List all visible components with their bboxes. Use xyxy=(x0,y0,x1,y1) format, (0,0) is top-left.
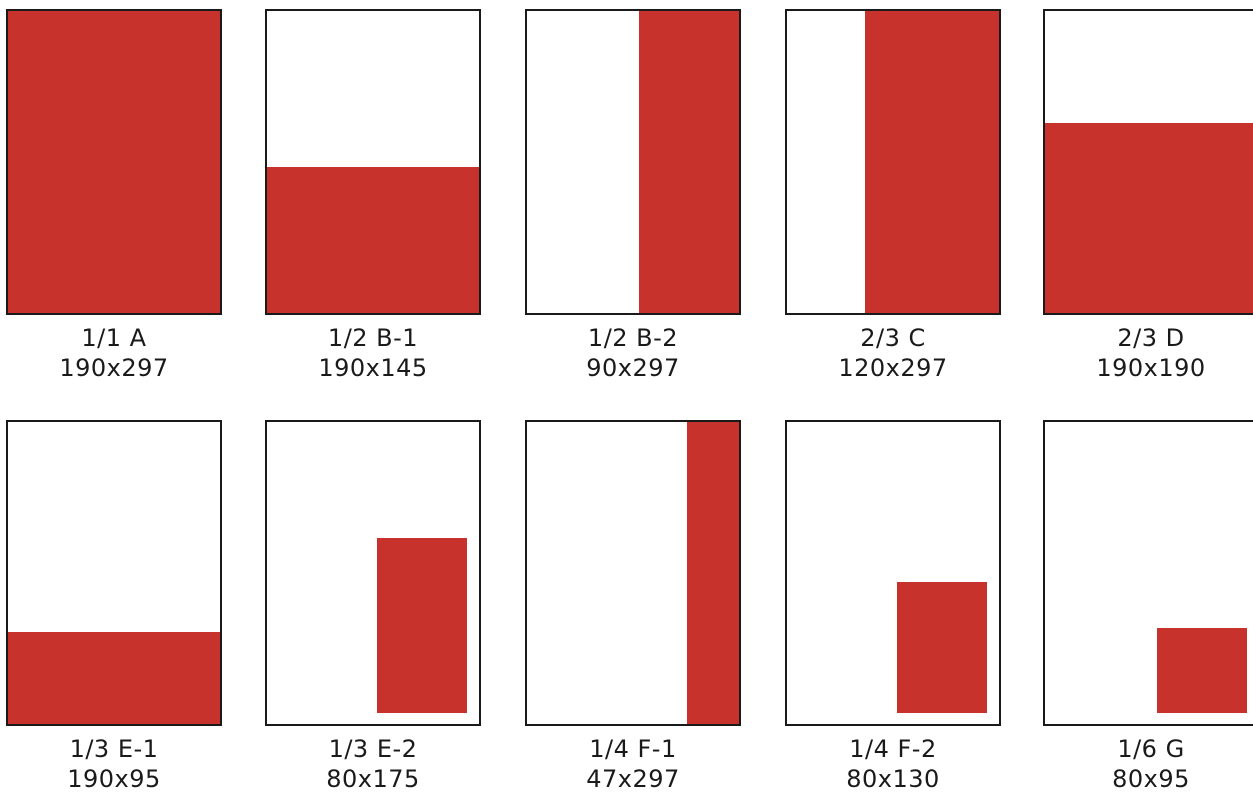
format-size: 80x130 xyxy=(846,765,940,793)
format-1-4-f-2: 1/4 F-2 80x130 xyxy=(785,420,1001,800)
page-frame xyxy=(6,9,222,315)
format-name: 1/2 B-1 xyxy=(327,324,419,352)
format-caption: 1/3 E-1 190x95 xyxy=(6,734,222,794)
format-name: 1/3 E-2 xyxy=(328,735,418,763)
page-frame xyxy=(1043,9,1253,315)
page-frame xyxy=(525,9,741,315)
format-size: 47x297 xyxy=(586,765,680,793)
format-size: 190x297 xyxy=(59,354,169,382)
format-name: 1/1 A xyxy=(81,324,147,352)
ad-area xyxy=(639,11,739,313)
ad-area xyxy=(865,11,999,313)
format-size: 90x297 xyxy=(586,354,680,382)
format-caption: 1/4 F-2 80x130 xyxy=(785,734,1001,794)
ad-area xyxy=(1045,123,1253,313)
page-frame xyxy=(785,9,1001,315)
format-size: 80x95 xyxy=(1112,765,1190,793)
format-size: 80x175 xyxy=(326,765,420,793)
format-caption: 2/3 C 120x297 xyxy=(785,323,1001,383)
format-name: 2/3 D xyxy=(1117,324,1185,352)
format-1-3-e-1: 1/3 E-1 190x95 xyxy=(6,420,222,800)
format-1-4-f-1: 1/4 F-1 47x297 xyxy=(525,420,741,800)
ad-area xyxy=(1157,628,1247,713)
format-name: 1/4 F-2 xyxy=(849,735,937,763)
ad-area xyxy=(897,582,987,713)
page-frame xyxy=(265,9,481,315)
format-1-3-e-2: 1/3 E-2 80x175 xyxy=(265,420,481,800)
format-caption: 1/4 F-1 47x297 xyxy=(525,734,741,794)
format-caption: 2/3 D 190x190 xyxy=(1043,323,1253,383)
format-size: 120x297 xyxy=(838,354,948,382)
format-caption: 1/1 A 190x297 xyxy=(6,323,222,383)
page-frame xyxy=(785,420,1001,726)
format-name: 2/3 C xyxy=(860,324,926,352)
format-caption: 1/6 G 80x95 xyxy=(1043,734,1253,794)
format-name: 1/4 F-1 xyxy=(589,735,677,763)
page-frame xyxy=(1043,420,1253,726)
format-1-1-a: 1/1 A 190x297 xyxy=(6,9,222,389)
format-caption: 1/3 E-2 80x175 xyxy=(265,734,481,794)
format-size: 190x95 xyxy=(67,765,161,793)
page-frame xyxy=(6,420,222,726)
format-name: 1/3 E-1 xyxy=(69,735,159,763)
format-1-6-g: 1/6 G 80x95 xyxy=(1043,420,1253,800)
ad-area xyxy=(377,538,467,713)
format-2-3-c: 2/3 C 120x297 xyxy=(785,9,1001,389)
format-name: 1/2 B-2 xyxy=(587,324,679,352)
format-caption: 1/2 B-1 190x145 xyxy=(265,323,481,383)
page-frame xyxy=(525,420,741,726)
page-frame xyxy=(265,420,481,726)
ad-area xyxy=(687,422,739,724)
format-size: 190x190 xyxy=(1096,354,1206,382)
format-caption: 1/2 B-2 90x297 xyxy=(525,323,741,383)
format-2-3-d: 2/3 D 190x190 xyxy=(1043,9,1253,389)
format-1-2-b-1: 1/2 B-1 190x145 xyxy=(265,9,481,389)
ad-area xyxy=(8,11,220,313)
format-1-2-b-2: 1/2 B-2 90x297 xyxy=(525,9,741,389)
ad-area xyxy=(8,632,220,724)
format-name: 1/6 G xyxy=(1117,735,1185,763)
ad-area xyxy=(267,167,479,313)
format-size: 190x145 xyxy=(318,354,428,382)
